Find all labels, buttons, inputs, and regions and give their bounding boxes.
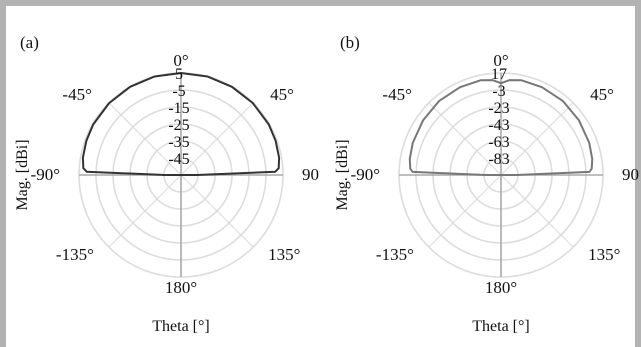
angle-tick-label: 180°: [485, 278, 517, 297]
grid-spoke: [108, 102, 182, 176]
axis-ylabel: Mag. [dBi]: [334, 139, 351, 210]
angle-tick-label: 45°: [590, 85, 614, 104]
series-line: [81, 72, 281, 176]
radial-tick-label: -63: [488, 134, 509, 151]
angle-tick-label: -135°: [56, 245, 94, 264]
radial-tick-label: 5: [175, 66, 183, 83]
series-line: [408, 79, 594, 176]
polar-chart-a: (a) Mag. [dBi] Theta [°] 5 -5 -15 -25 -35 -45…: [0, 0, 320, 347]
radial-tick-label: -43: [488, 117, 509, 134]
radial-tick-label: -15: [168, 100, 189, 117]
grid-spoke: [500, 174, 574, 248]
grid-spoke: [428, 102, 502, 176]
grid-spoke: [428, 174, 502, 248]
grid-spoke: [180, 102, 254, 176]
axis-ylabel: Mag. [dBi]: [14, 139, 31, 210]
angle-tick-label: 0°: [173, 51, 188, 70]
radial-tick-label: -35: [168, 134, 189, 151]
angle-tick-label: -135°: [376, 245, 414, 264]
angle-tick-label: -90°: [351, 165, 380, 184]
grid-spoke: [180, 174, 254, 248]
axis-xlabel: Theta [°]: [152, 318, 209, 335]
polar-chart-a-svg: (a) Mag. [dBi] Theta [°] 5-5-15-25-35-45…: [14, 33, 320, 335]
angle-tick-label: 135°: [588, 245, 620, 264]
radial-tick-label: -83: [488, 151, 509, 168]
angle-tick-label: -45°: [62, 85, 91, 104]
radial-tick-label: -3: [492, 83, 505, 100]
radial-tick-label: -5: [172, 83, 185, 100]
radial-tick-label: 17: [491, 66, 507, 83]
radial-tick-label: -25: [168, 117, 189, 134]
angle-tick-label: 0°: [493, 51, 508, 70]
axis-xlabel: Theta [°]: [472, 318, 529, 335]
grid-spoke: [108, 174, 182, 248]
angle-tick-label: -45°: [382, 85, 411, 104]
panel-label: (a): [20, 33, 39, 52]
polar-chart-b-svg: (b) Mag. [dBi] Theta [°] 17-3-23-43-63-8…: [334, 33, 640, 335]
radial-tick-label: -45: [168, 151, 189, 168]
angle-tick-label: -90°: [31, 165, 60, 184]
angle-tick-label: 45°: [270, 85, 294, 104]
angle-tick-label: 90°: [622, 165, 640, 184]
grid-spoke: [500, 102, 574, 176]
polar-chart-b: (b) Mag. [dBi] Theta [°] 17 -3 -23 -43 -63 -8…: [320, 0, 640, 347]
panel-label: (b): [340, 33, 360, 52]
radial-tick-label: -23: [488, 100, 509, 117]
angle-tick-label: 135°: [268, 245, 300, 264]
angle-tick-label: 90°: [302, 165, 320, 184]
angle-tick-label: 180°: [165, 278, 197, 297]
